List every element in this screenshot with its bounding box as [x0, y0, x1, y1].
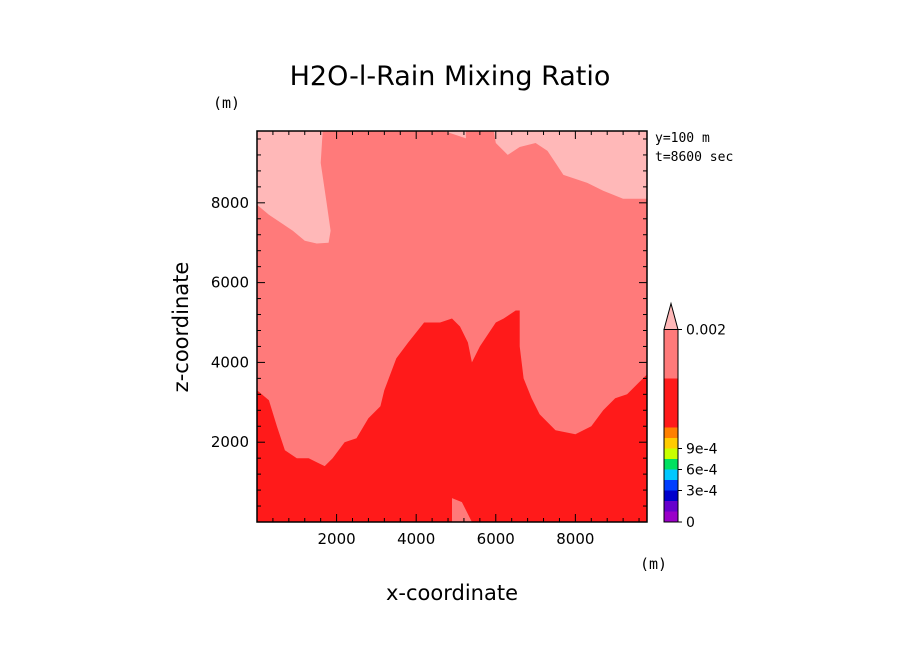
colorbar-band [664, 378, 678, 428]
colorbar-label: 6e-4 [686, 463, 718, 479]
colorbar-band [664, 469, 678, 480]
plot-frame [256, 130, 648, 523]
y-axis-label: z-coordinate [169, 262, 193, 393]
chart-title: H2O-l-Rain Mixing Ratio [290, 61, 611, 92]
x-tick-label: 8000 [556, 530, 594, 548]
x-axis-label: x-coordinate [386, 581, 518, 605]
colorbar-band [664, 511, 678, 522]
colorbar-frame [663, 329, 679, 523]
contour-region-2 [257, 310, 647, 522]
colorbar-band [664, 459, 678, 470]
colorbar-band [664, 329, 678, 379]
colorbar-band [664, 480, 678, 491]
y-tick-label: 8000 [211, 194, 249, 212]
axis-ticks: 2000 4000 6000 8000 2000 4000 6000 8000 [211, 130, 648, 548]
x-tick-label: 2000 [317, 530, 355, 548]
x-tick-label: 6000 [477, 530, 515, 548]
colorbar: 0 3e-4 6e-4 9e-4 0.002 [663, 301, 726, 531]
y-tick-label: 6000 [211, 274, 249, 292]
y-axis-unit: (m) [213, 94, 240, 112]
colorbar-label: 3e-4 [686, 484, 718, 500]
colorbar-band [664, 501, 678, 512]
contour-regions [257, 131, 647, 522]
colorbar-label: 9e-4 [686, 442, 718, 458]
y-tick-label: 4000 [211, 353, 249, 371]
x-axis-unit: (m) [640, 555, 667, 573]
x-tick-label: 4000 [397, 530, 435, 548]
colorbar-label: 0 [686, 515, 695, 531]
colorbar-band [664, 438, 678, 449]
colorbar-band [664, 490, 678, 501]
colorbar-label: 0.002 [686, 323, 726, 339]
y-tick-label: 2000 [211, 433, 249, 451]
colorbar-band [664, 448, 678, 459]
colorbar-band [664, 427, 678, 438]
info-y-position: y=100 m [655, 131, 710, 146]
info-time: t=8600 sec [655, 150, 733, 165]
colorbar-overflow-arrow [663, 301, 679, 330]
